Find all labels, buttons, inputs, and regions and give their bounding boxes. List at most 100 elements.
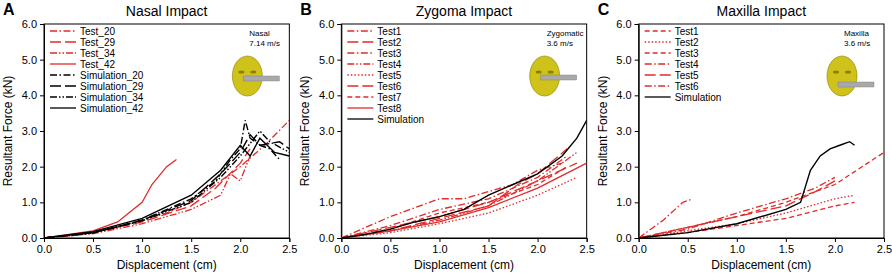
legend-item: Test_42 <box>50 59 115 70</box>
x-tick-label: 0.0 <box>334 243 349 255</box>
y-tick: 3.0 <box>319 125 341 137</box>
y-axis-title: Resultant Force (kN) <box>298 76 312 187</box>
y-tick: 3.0 <box>22 125 44 137</box>
x-tick-mark <box>786 238 787 242</box>
legend-item: Simulation <box>645 92 722 103</box>
series-line <box>341 120 586 238</box>
x-tick-label: 1.0 <box>135 243 150 255</box>
y-tick-mark <box>635 60 639 61</box>
plot-area: 0.00.51.01.52.02.50.01.02.03.04.05.06.0T… <box>616 18 892 255</box>
legend-swatch <box>645 30 671 31</box>
x-tick: 2.0 <box>233 238 248 255</box>
x-axis-title: Displacement (cm) <box>414 258 514 272</box>
y-tick-label: 1.0 <box>22 196 37 208</box>
x-tick-label: 1.5 <box>184 243 199 255</box>
head-icon <box>232 56 279 96</box>
x-axis-line <box>639 239 884 243</box>
legend-swatch <box>645 96 671 97</box>
legend-item: Test_20 <box>50 26 115 37</box>
y-tick: 1.0 <box>22 196 44 208</box>
y-tick-label: 5.0 <box>616 54 631 66</box>
legend-swatch <box>347 107 373 108</box>
x-tick-mark <box>142 238 143 242</box>
x-tick-mark <box>587 238 588 242</box>
x-tick-mark <box>688 238 689 242</box>
legend-label: Test1 <box>377 26 401 37</box>
x-tick: 0.5 <box>86 238 101 255</box>
legend-label: Simulation <box>377 114 424 125</box>
panel: 0.00.51.01.52.02.50.01.02.03.04.05.06.0T… <box>1 1 297 272</box>
y-axis-title: Resultant Force (kN) <box>596 76 610 187</box>
x-tick: 0.5 <box>383 238 398 255</box>
y-axis: 0.01.02.03.04.05.06.0 <box>319 18 342 244</box>
legend-label: Test3 <box>675 48 699 59</box>
legend: Test_20Test_29Test_34Test_42Simulation_2… <box>50 26 144 114</box>
x-tick: 0.0 <box>632 238 647 255</box>
x-tick: 1.5 <box>779 238 794 255</box>
head-eye <box>833 71 839 74</box>
y-tick: 2.0 <box>319 161 341 173</box>
inset-label: Maxilla <box>844 29 869 38</box>
x-tick: 2.5 <box>877 238 892 255</box>
series-line <box>639 152 884 238</box>
y-tick: 1.0 <box>319 196 341 208</box>
series-line <box>44 120 280 238</box>
legend-item: Test3 <box>645 48 699 59</box>
legend-label: Test2 <box>675 37 699 48</box>
legend-label: Test5 <box>377 70 401 81</box>
chart-title: Maxilla Impact <box>717 3 807 19</box>
inset-speed: 3.6 m/s <box>547 39 573 48</box>
legend-item: Simulation_42 <box>50 103 144 114</box>
y-tick-label: 6.0 <box>22 18 37 30</box>
legend-label: Test1 <box>675 26 699 37</box>
x-tick-label: 1.0 <box>730 243 745 255</box>
head-icon <box>827 56 874 96</box>
series-line <box>639 181 835 238</box>
legend-item: Test4 <box>347 59 401 70</box>
legend-label: Simulation_20 <box>80 70 144 81</box>
legend-item: Test1 <box>645 26 699 37</box>
legend-label: Simulation_42 <box>80 103 144 114</box>
y-tick-label: 1.0 <box>616 196 631 208</box>
head-eye <box>250 71 256 74</box>
series-line <box>341 163 586 238</box>
x-tick: 2.5 <box>580 238 595 255</box>
y-tick-mark <box>337 60 341 61</box>
legend-item: Simulation_20 <box>50 70 144 81</box>
legend-item: Simulation <box>347 114 424 125</box>
y-tick-label: 3.0 <box>616 125 631 137</box>
legend-swatch <box>50 74 76 75</box>
legend-item: Test6 <box>347 81 401 92</box>
chart-title: Zygoma Impact <box>416 3 513 19</box>
legend-item: Test1 <box>347 26 401 37</box>
x-tick: 1.5 <box>184 238 199 255</box>
legend-item: Test3 <box>347 48 401 59</box>
y-tick-mark <box>337 238 341 239</box>
x-tick-mark <box>390 238 391 242</box>
legend-swatch <box>50 30 76 31</box>
series-line <box>341 163 562 238</box>
head-eye <box>548 71 554 74</box>
head-shape <box>827 56 857 96</box>
y-tick-mark <box>635 131 639 132</box>
y-axis: 0.01.02.03.04.05.06.0 <box>22 18 45 244</box>
x-axis: 0.00.51.01.52.02.5 <box>334 238 595 255</box>
series-line <box>341 163 577 238</box>
y-tick: 3.0 <box>616 125 638 137</box>
y-tick: 0.0 <box>616 232 638 244</box>
x-axis-line <box>45 239 290 243</box>
x-tick-label: 0.5 <box>86 243 101 255</box>
y-tick-mark <box>40 24 44 25</box>
x-axis: 0.00.51.01.52.02.5 <box>37 238 298 255</box>
legend: Test1Test2Test3Test4Test5Test6Simulation <box>645 26 722 103</box>
y-tick-mark <box>337 202 341 203</box>
plot-area: 0.00.51.01.52.02.50.01.02.03.04.05.06.0T… <box>319 18 595 255</box>
y-tick-label: 4.0 <box>616 89 631 101</box>
x-tick-label: 2.5 <box>580 243 595 255</box>
series-line <box>44 131 289 238</box>
y-tick-mark <box>40 202 44 203</box>
plot-frame <box>639 24 884 238</box>
y-tick-mark <box>635 167 639 168</box>
y-tick: 5.0 <box>616 54 638 66</box>
x-tick: 2.0 <box>828 238 843 255</box>
